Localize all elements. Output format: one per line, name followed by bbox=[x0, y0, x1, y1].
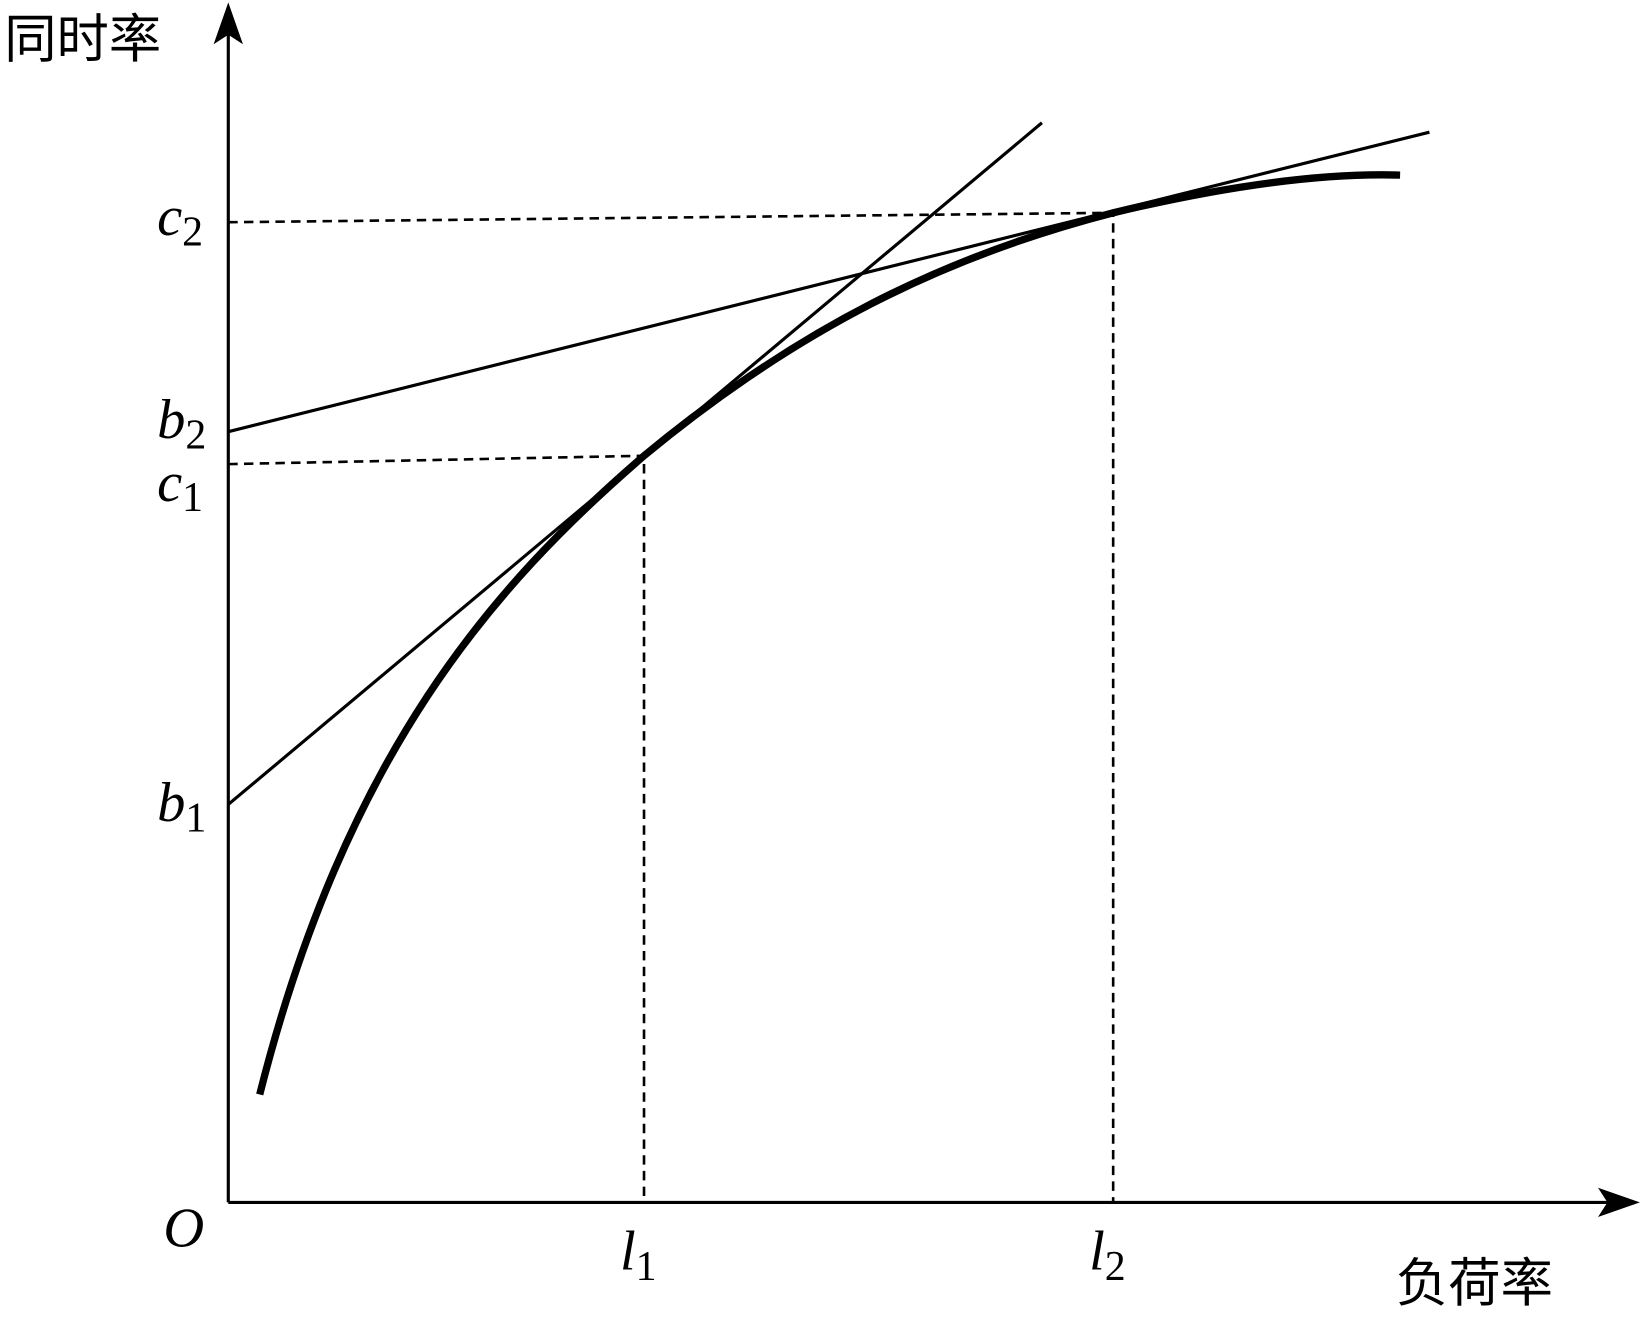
label-main: l bbox=[620, 1220, 636, 1282]
label-sub: 2 bbox=[185, 412, 206, 458]
label: b2 bbox=[157, 389, 206, 458]
tangent-2 bbox=[227, 130, 1430, 434]
label-main: b bbox=[157, 772, 185, 834]
label-main: b bbox=[157, 389, 185, 451]
label: l2 bbox=[1089, 1220, 1126, 1289]
guide-2 bbox=[228, 211, 1115, 1203]
label-sub: 1 bbox=[636, 1244, 657, 1290]
label: c2 bbox=[157, 186, 203, 255]
x-arrow bbox=[1598, 1187, 1640, 1218]
y-axis-label: 同时率 bbox=[4, 11, 161, 69]
label-sub: 1 bbox=[182, 475, 203, 521]
origin-label: O bbox=[163, 1197, 204, 1259]
label: b1 bbox=[157, 772, 206, 841]
label-main: c bbox=[157, 452, 182, 514]
label: c1 bbox=[157, 452, 203, 521]
label-main: l bbox=[1089, 1220, 1105, 1282]
label-main: c bbox=[157, 186, 182, 248]
curve bbox=[256, 171, 1401, 1096]
guide-1 bbox=[228, 454, 646, 1203]
label: l1 bbox=[620, 1220, 657, 1289]
x-axis-label: 负荷率 bbox=[1396, 1255, 1553, 1313]
y-arrow bbox=[213, 2, 243, 45]
tangent-1 bbox=[227, 121, 1043, 806]
label-sub: 2 bbox=[1105, 1244, 1126, 1290]
label-sub: 1 bbox=[185, 796, 206, 842]
label-sub: 2 bbox=[182, 209, 203, 255]
